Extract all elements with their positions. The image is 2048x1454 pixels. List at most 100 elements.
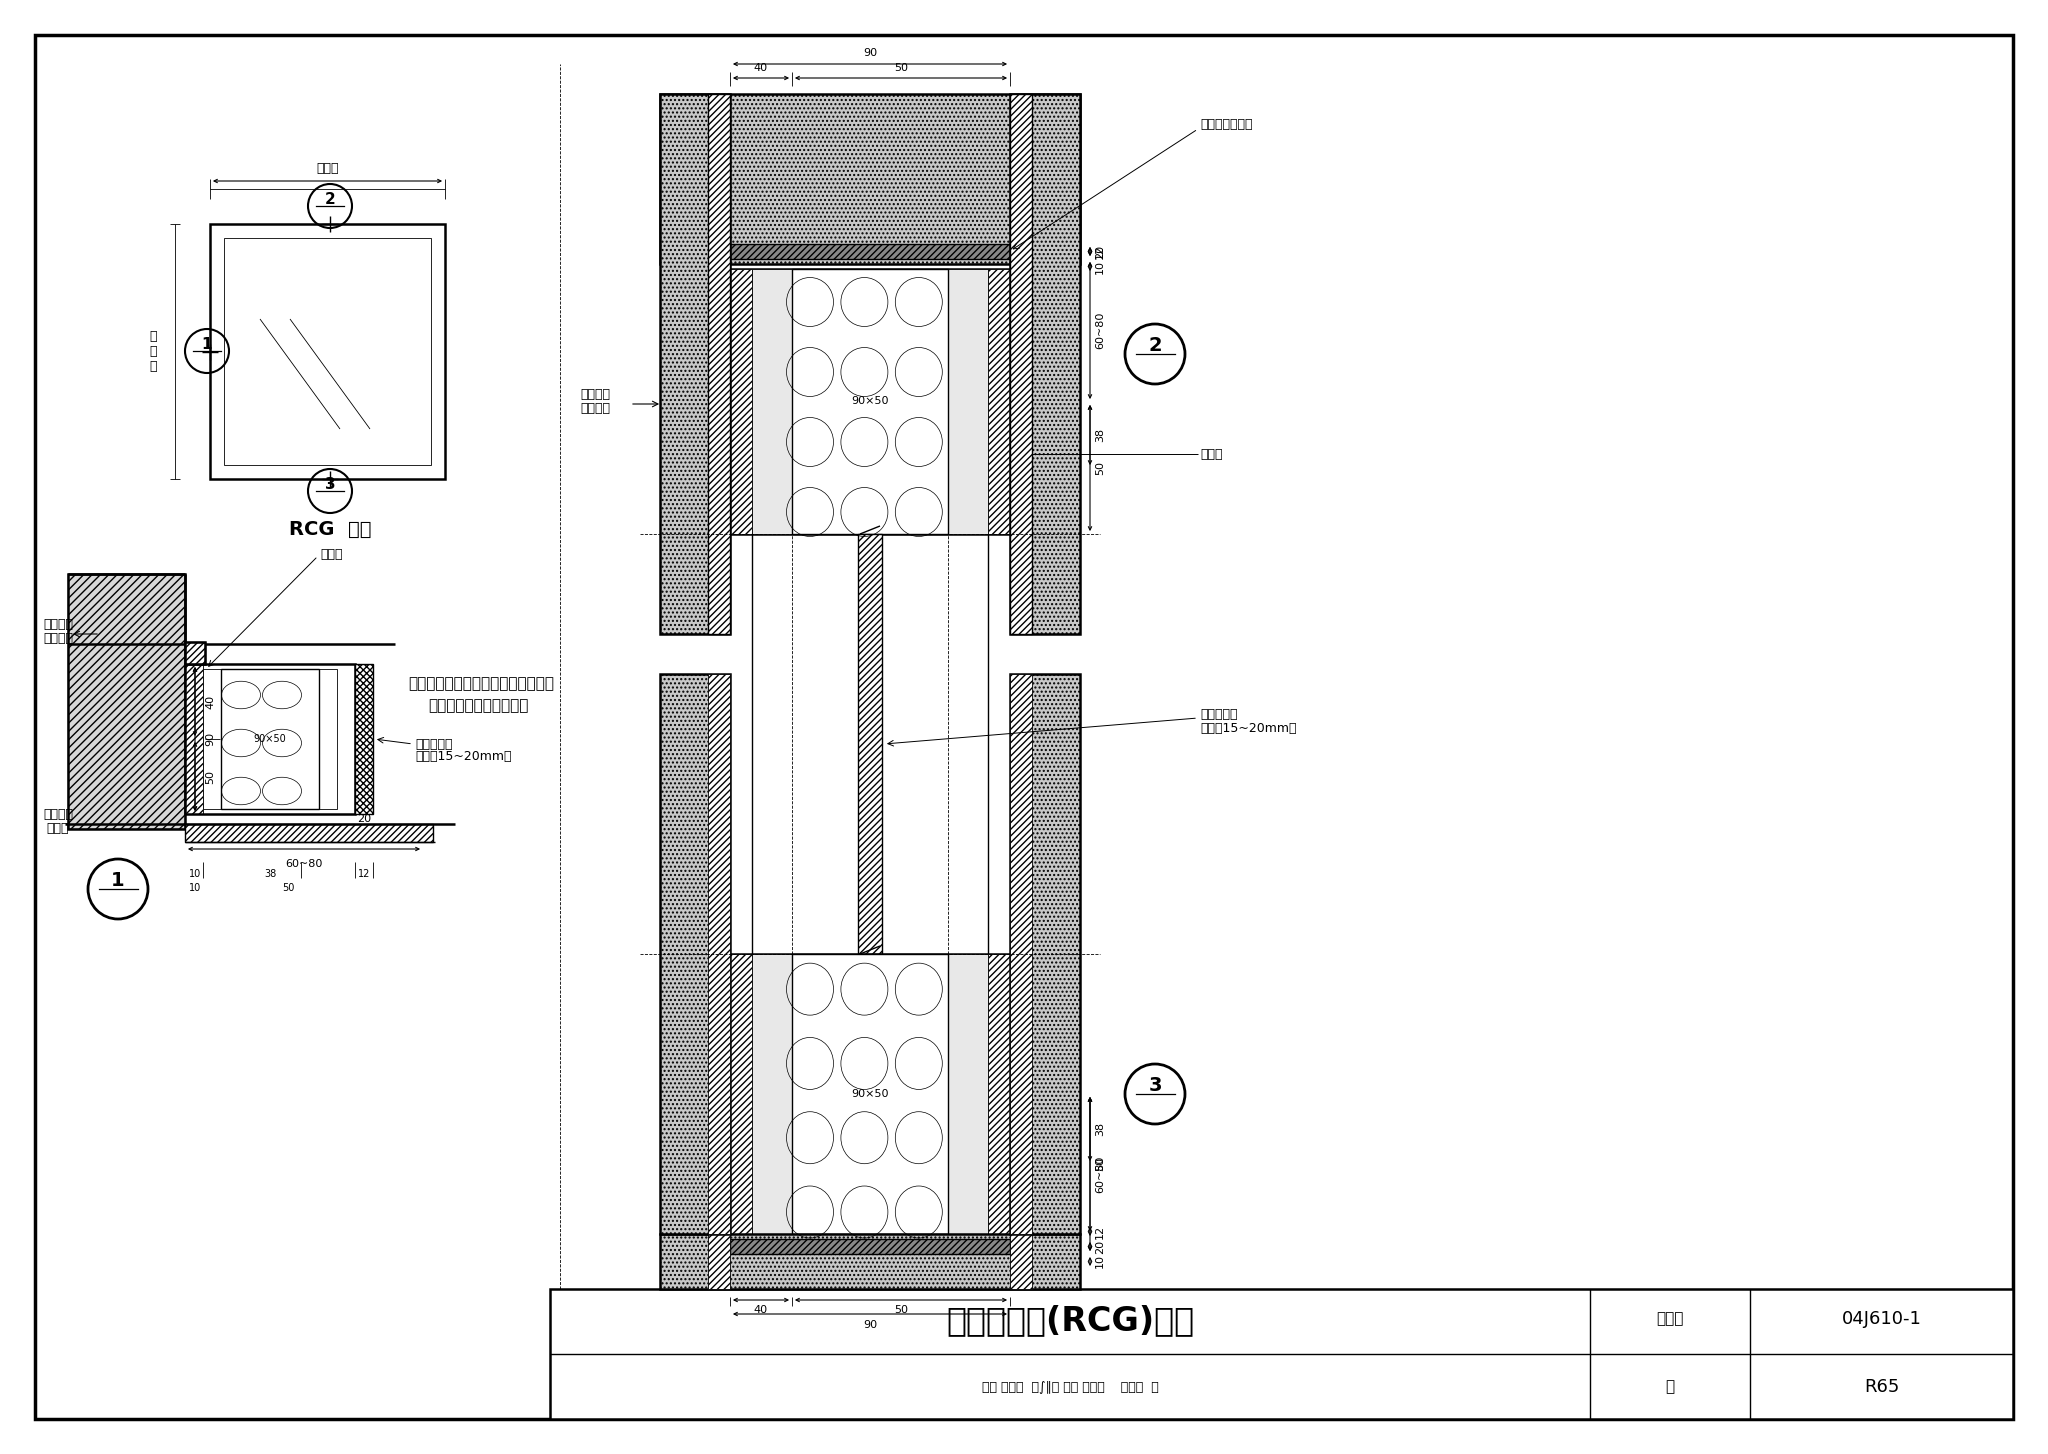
Bar	[184, 824, 432, 842]
Text: 成品铅玻璃: 成品铅玻璃	[1200, 708, 1237, 721]
Text: 10: 10	[1096, 1255, 1106, 1268]
Bar	[729, 244, 1010, 259]
Bar	[551, 1290, 2013, 1419]
Text: 50: 50	[205, 769, 215, 784]
Text: 50: 50	[1096, 461, 1106, 475]
Bar	[319, 669, 338, 808]
Text: 10: 10	[188, 869, 201, 880]
Bar	[1010, 1234, 1032, 1290]
Text: 项目设计: 项目设计	[580, 401, 610, 414]
Bar	[1010, 675, 1079, 1234]
Bar	[793, 954, 948, 1234]
Text: 铅板应对接，不留缝隙。: 铅板应对接，不留缝隙。	[428, 698, 528, 714]
Bar	[659, 1234, 1079, 1290]
Bar	[793, 269, 948, 534]
Bar	[659, 95, 729, 634]
Text: 90: 90	[862, 1320, 877, 1330]
Bar	[184, 664, 203, 814]
Bar	[1010, 95, 1079, 634]
Bar	[184, 664, 354, 814]
Bar	[752, 954, 793, 1234]
Text: 页: 页	[1665, 1380, 1675, 1394]
Bar	[729, 954, 752, 1234]
Bar	[659, 95, 1079, 265]
Text: 防护墙体: 防护墙体	[43, 618, 74, 631]
Bar	[184, 824, 432, 842]
Bar	[709, 95, 729, 634]
Text: 90×50: 90×50	[852, 1089, 889, 1099]
Bar	[948, 269, 987, 534]
Text: 3: 3	[1149, 1076, 1161, 1095]
Text: 50: 50	[895, 1306, 907, 1314]
Bar	[211, 224, 444, 478]
Bar	[68, 574, 184, 829]
Text: 60~80: 60~80	[1096, 311, 1106, 349]
Text: 2: 2	[1149, 336, 1161, 355]
Bar	[709, 1234, 729, 1290]
Text: 10: 10	[188, 883, 201, 893]
Text: 40: 40	[205, 695, 215, 708]
Bar	[223, 238, 430, 465]
Text: 60~80: 60~80	[285, 859, 324, 869]
Bar	[1010, 675, 1032, 1234]
Text: 成品铅玻璃: 成品铅玻璃	[416, 737, 453, 750]
Text: 90×50: 90×50	[852, 397, 889, 407]
Text: 20: 20	[1096, 1239, 1106, 1253]
Bar	[729, 1239, 1010, 1253]
Text: 38: 38	[1096, 427, 1106, 442]
Bar	[729, 269, 752, 534]
Text: （厚度15~20mm）: （厚度15~20mm）	[416, 750, 512, 763]
Text: 90: 90	[862, 48, 877, 58]
Text: 木压条: 木压条	[1200, 448, 1223, 461]
Text: 12: 12	[1096, 1224, 1106, 1239]
Text: 04J610-1: 04J610-1	[1841, 1310, 1921, 1328]
Text: 审核 王祖光  ２∫∥光 校对 李正圆    设计洪  森: 审核 王祖光 ２∫∥光 校对 李正圆 设计洪 森	[981, 1380, 1159, 1393]
Text: 20: 20	[356, 814, 371, 824]
Text: 20: 20	[1096, 244, 1106, 259]
Bar	[203, 669, 221, 808]
Text: 50: 50	[283, 883, 295, 893]
Text: 木压条: 木压条	[319, 548, 342, 560]
Bar	[659, 1234, 1079, 1290]
Bar	[729, 1239, 1010, 1253]
Bar	[948, 954, 987, 1234]
Text: 图集号: 图集号	[1657, 1312, 1683, 1326]
Text: RCG  立面: RCG 立面	[289, 519, 371, 538]
Text: 40: 40	[754, 63, 768, 73]
Bar	[354, 664, 373, 814]
Bar	[221, 669, 319, 808]
Bar	[1010, 95, 1032, 634]
Bar	[729, 954, 1010, 1234]
Text: 40: 40	[754, 1306, 768, 1314]
Bar	[68, 574, 184, 829]
Text: 1: 1	[203, 337, 213, 352]
Text: 注：室内防射线墙面与窗扇连接处的: 注：室内防射线墙面与窗扇连接处的	[408, 676, 555, 692]
Text: 1: 1	[111, 871, 125, 890]
Text: 50: 50	[1096, 1157, 1106, 1170]
Text: R65: R65	[1864, 1378, 1898, 1396]
Bar	[729, 244, 1010, 259]
Text: （厚度15~20mm）: （厚度15~20mm）	[1200, 721, 1296, 734]
Text: 窗洞宽: 窗洞宽	[315, 161, 338, 174]
Text: 60~80: 60~80	[1096, 1156, 1106, 1192]
Text: 90: 90	[205, 731, 215, 746]
Bar	[987, 269, 1010, 534]
Text: 压铅板: 压铅板	[47, 822, 70, 835]
Bar	[729, 269, 1010, 534]
Bar	[659, 95, 729, 634]
Text: 框
架
宽: 框 架 宽	[150, 330, 158, 374]
Text: 50: 50	[895, 63, 907, 73]
Text: 90×50: 90×50	[254, 734, 287, 744]
Bar	[858, 534, 883, 954]
Text: 木质固定窗(RCG)详图: 木质固定窗(RCG)详图	[946, 1304, 1194, 1338]
Text: 木贴脸下: 木贴脸下	[43, 807, 74, 820]
Bar	[659, 675, 729, 1234]
Text: 10: 10	[1096, 259, 1106, 273]
Bar	[354, 664, 373, 814]
Text: 38: 38	[1096, 1122, 1106, 1136]
Text: 12: 12	[358, 869, 371, 880]
Bar	[709, 95, 729, 634]
Text: 12: 12	[1096, 244, 1106, 259]
Bar	[987, 954, 1010, 1234]
Text: 项目设计: 项目设计	[43, 631, 74, 644]
